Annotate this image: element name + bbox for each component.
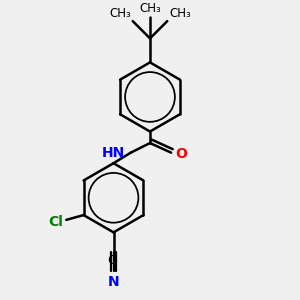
Text: N: N xyxy=(108,274,119,289)
Text: O: O xyxy=(175,147,187,160)
Text: CH₃: CH₃ xyxy=(109,7,131,20)
Text: CH₃: CH₃ xyxy=(169,7,191,20)
Text: HN: HN xyxy=(102,146,125,160)
Text: C: C xyxy=(107,254,116,267)
Text: Cl: Cl xyxy=(49,215,63,229)
Text: CH₃: CH₃ xyxy=(139,2,161,15)
